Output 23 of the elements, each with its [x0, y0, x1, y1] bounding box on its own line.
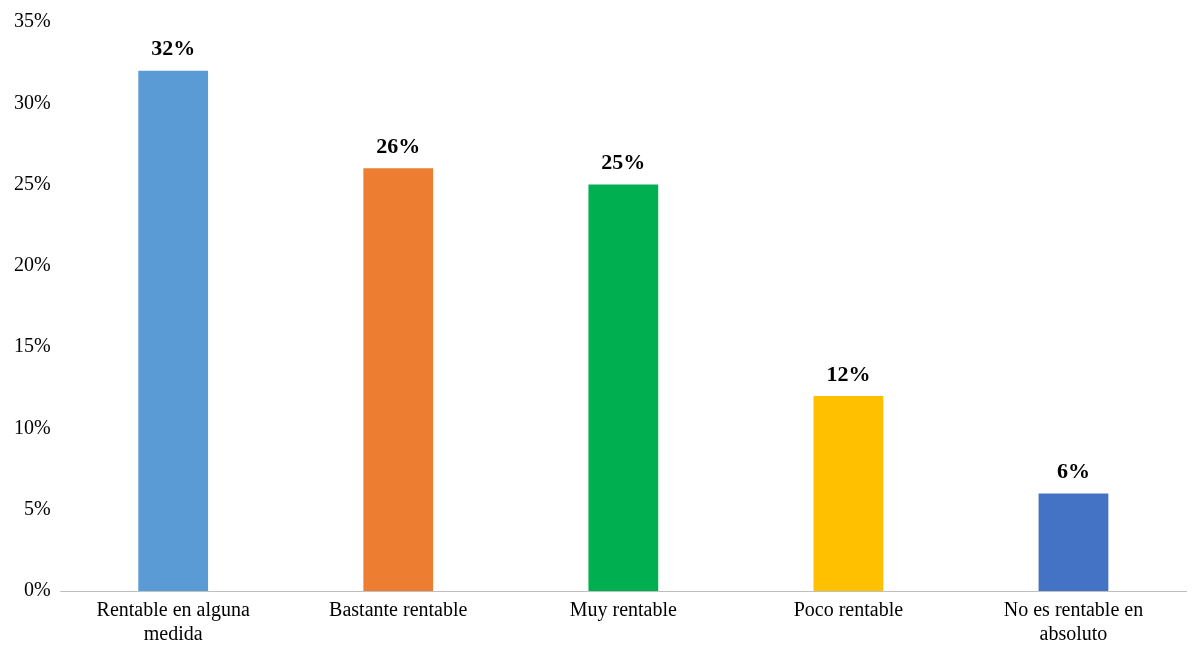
- bar: [138, 70, 209, 591]
- bar: [588, 184, 659, 591]
- x-tick-label: Muy rentable: [569, 598, 678, 622]
- bar: [813, 395, 884, 591]
- y-tick-label: 20%: [13, 253, 51, 276]
- y-tick-label: 35%: [13, 9, 51, 32]
- data-label: 12%: [826, 360, 871, 386]
- y-tick-label: 5%: [23, 496, 51, 519]
- x-tick-label: Poco rentable: [793, 598, 904, 621]
- x-tick-label: No es rentable en absoluto: [1003, 598, 1144, 645]
- data-label: 6%: [1056, 458, 1090, 484]
- bar: [1038, 493, 1109, 591]
- data-label: 32%: [151, 35, 196, 61]
- y-tick-label: 0%: [23, 578, 51, 601]
- bar: [363, 168, 434, 591]
- x-tick-label: Bastante rentable: [329, 598, 468, 621]
- x-tick-label: Rentable en alguna medida: [96, 598, 250, 645]
- y-tick-label: 25%: [13, 171, 51, 194]
- y-tick-label: 30%: [13, 90, 51, 113]
- data-label: 26%: [376, 133, 421, 158]
- y-tick-label: 15%: [13, 334, 51, 357]
- y-tick-label: 10%: [13, 415, 51, 438]
- data-label: 25%: [601, 149, 646, 175]
